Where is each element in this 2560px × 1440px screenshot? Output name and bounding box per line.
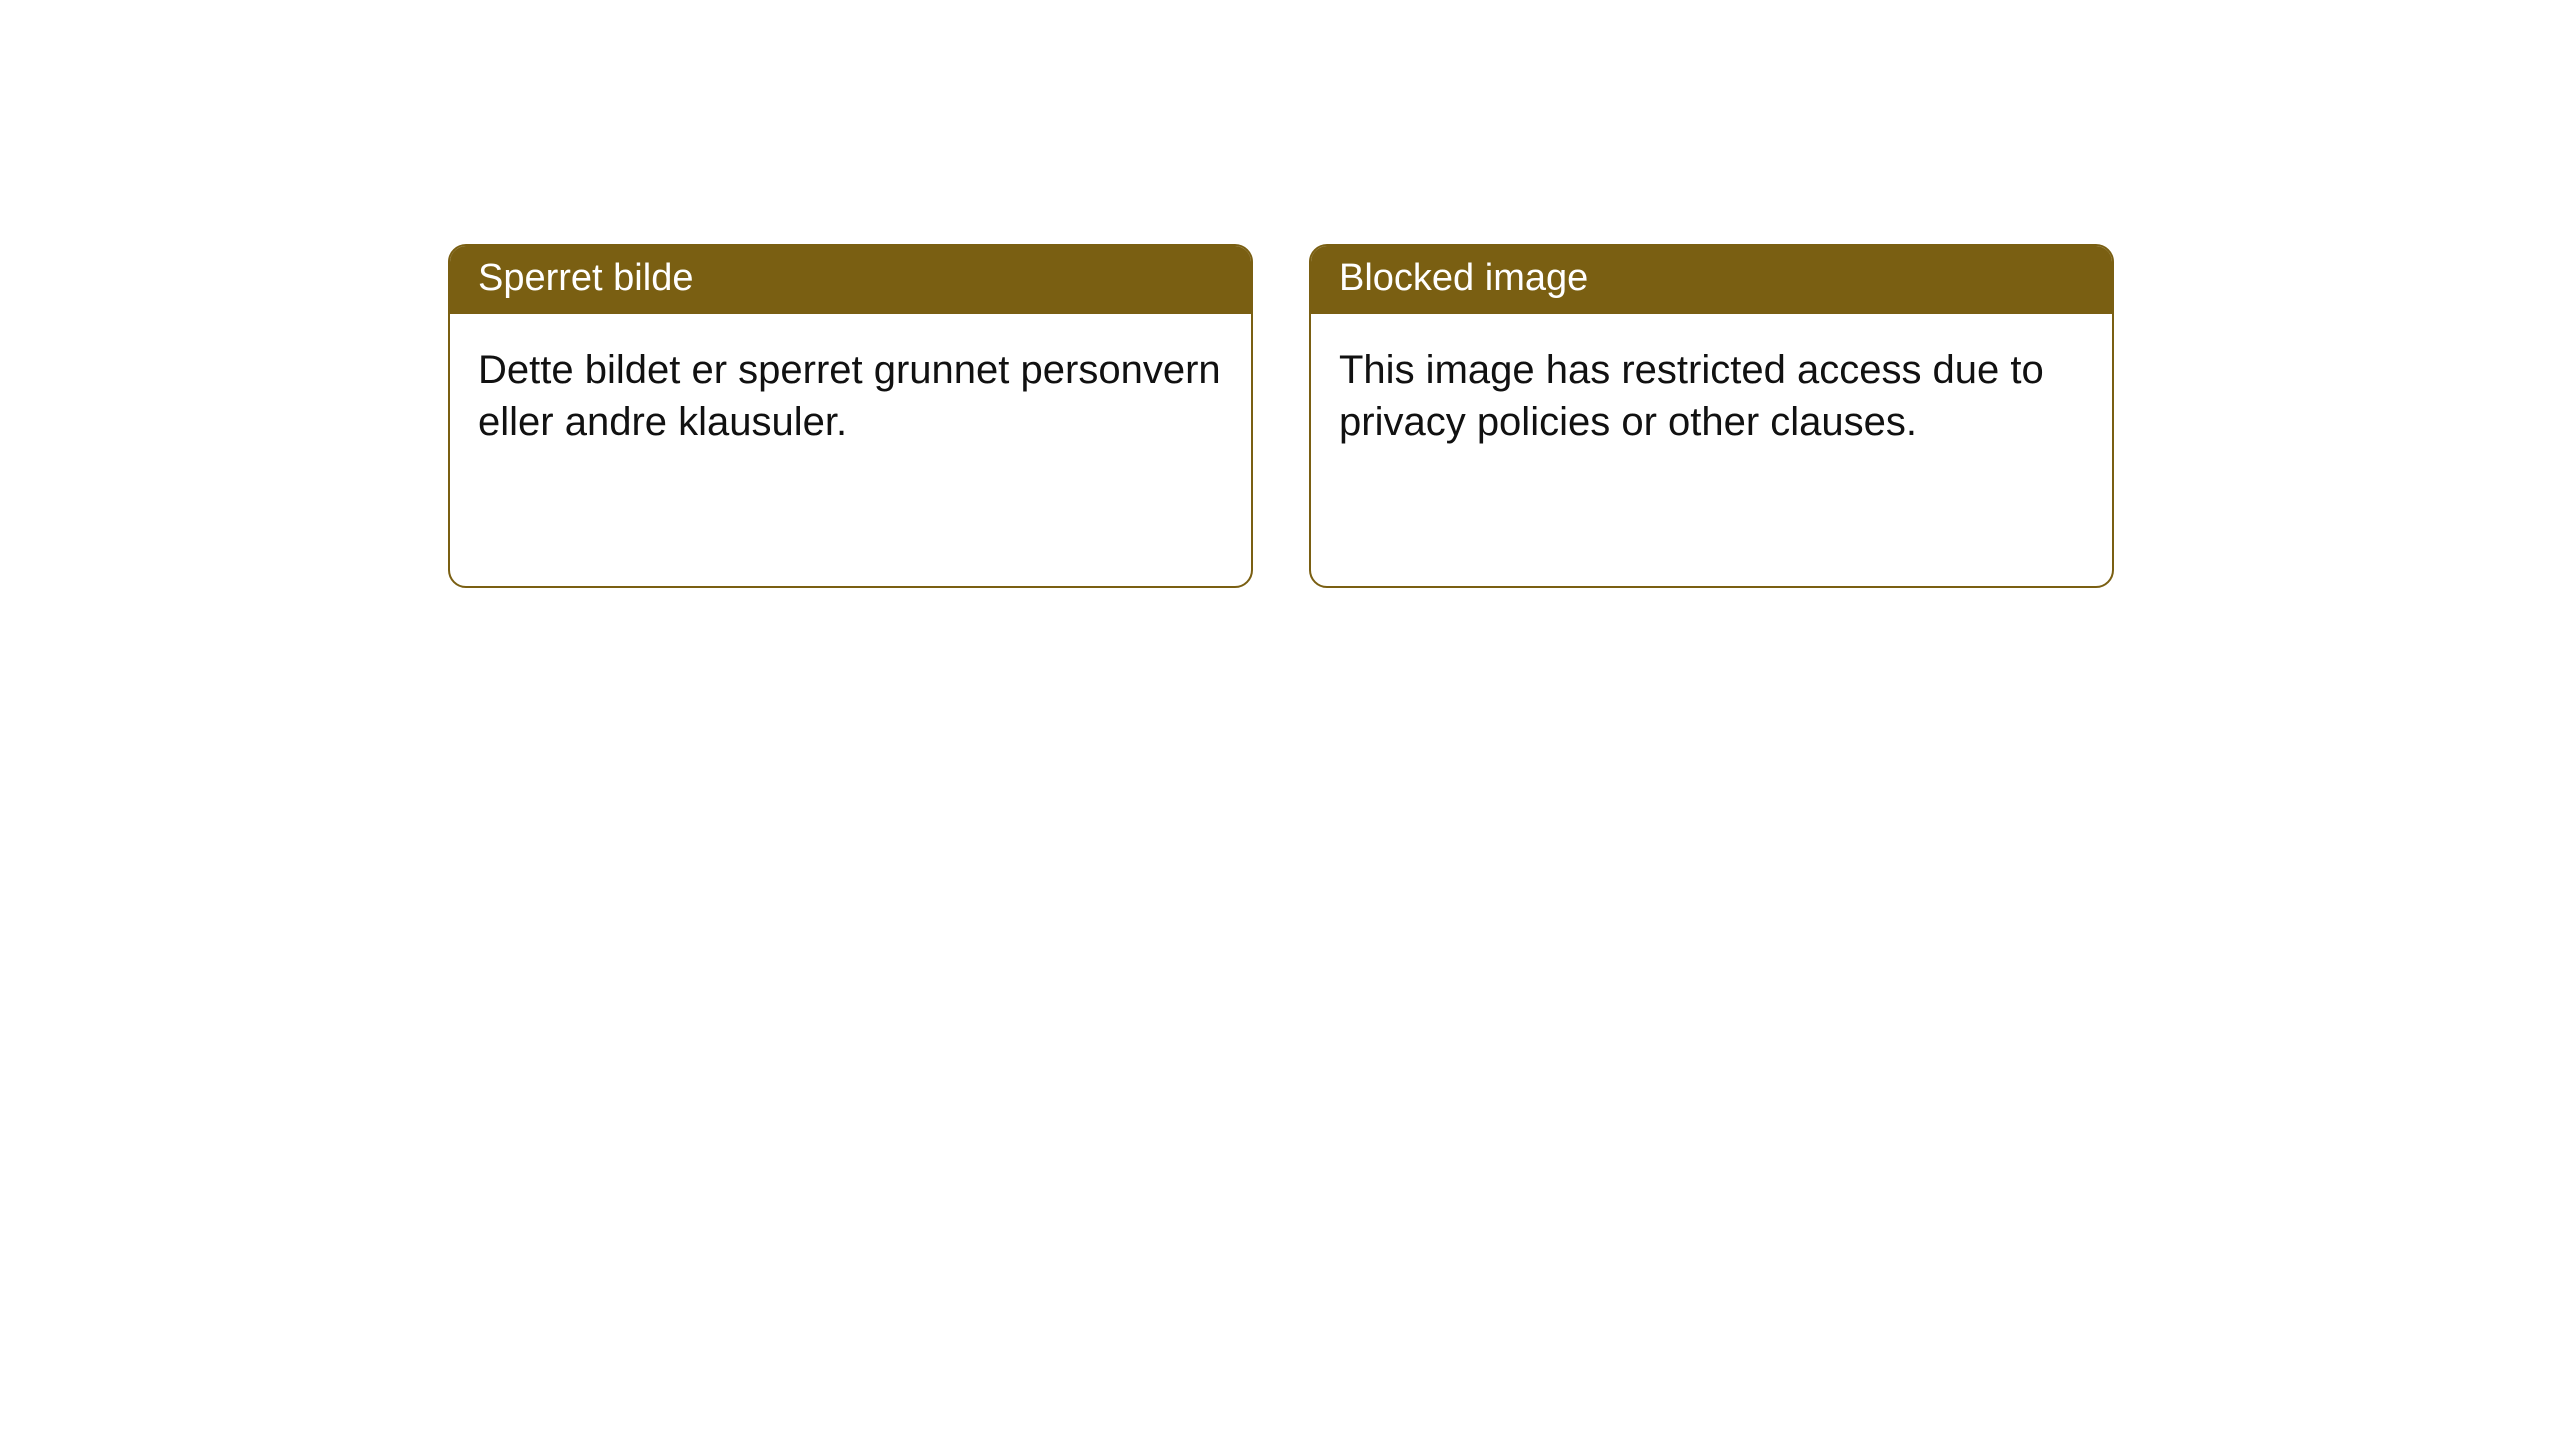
notice-title-norwegian: Sperret bilde — [450, 246, 1251, 314]
notice-card-english: Blocked image This image has restricted … — [1309, 244, 2114, 588]
notice-body-english: This image has restricted access due to … — [1311, 314, 2112, 586]
notice-title-english: Blocked image — [1311, 246, 2112, 314]
notice-card-norwegian: Sperret bilde Dette bildet er sperret gr… — [448, 244, 1253, 588]
notice-body-norwegian: Dette bildet er sperret grunnet personve… — [450, 314, 1251, 586]
notice-container: Sperret bilde Dette bildet er sperret gr… — [0, 0, 2560, 588]
